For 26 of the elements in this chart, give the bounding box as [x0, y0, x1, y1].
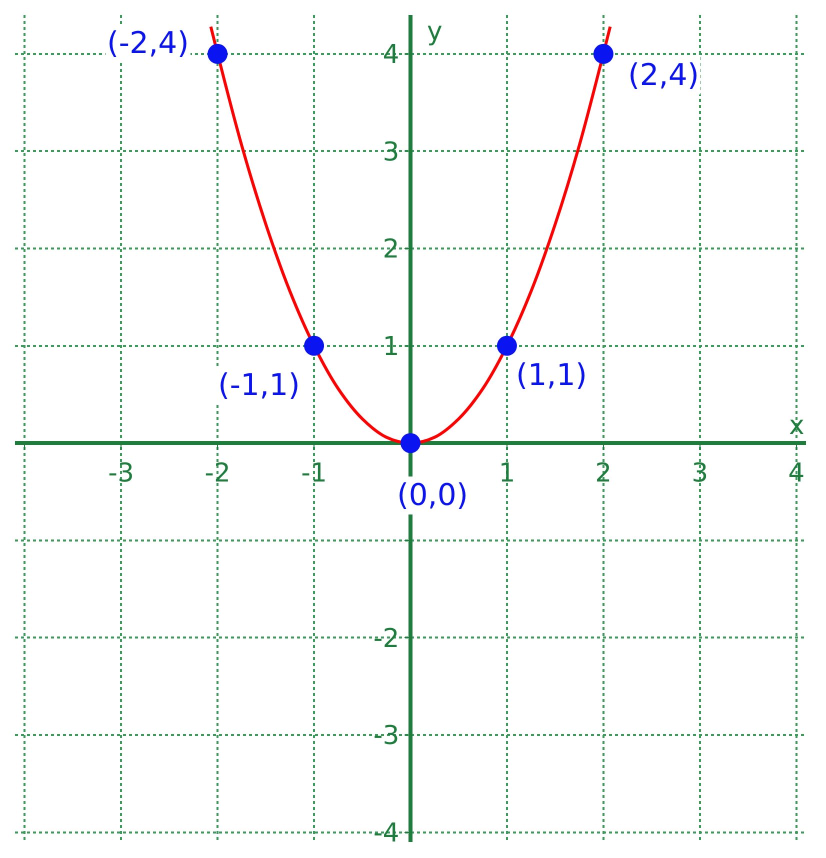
x-tick-label: -2 [204, 458, 231, 488]
y-tick-label: 1 [382, 332, 400, 362]
x-tick-label: 2 [595, 458, 612, 488]
annotation: (2,4) [628, 58, 700, 93]
annotation: (-2,4) [107, 26, 189, 61]
y-tick-label: 3 [382, 137, 400, 168]
annotation: (1,1) [516, 358, 588, 393]
point [400, 433, 420, 454]
x-tick-label: -1 [301, 458, 328, 488]
point [304, 336, 324, 356]
x-tick-label: 1 [498, 458, 516, 488]
y-axis-title: y [427, 17, 442, 47]
annotation: (0,0) [397, 478, 468, 513]
y-tick-label: -3 [373, 721, 400, 752]
point [208, 44, 228, 64]
y-tick-label: 2 [382, 234, 400, 265]
x-tick-label: 3 [692, 458, 708, 488]
y-tick-label: 4 [382, 40, 400, 70]
y-tick-label: -4 [373, 818, 400, 848]
x-axis-title: x [789, 411, 804, 441]
annotation: (-1,1) [218, 368, 300, 403]
point [496, 336, 517, 356]
point [593, 44, 614, 64]
x-tick-label: 4 [788, 458, 805, 488]
x-tick-label: -3 [108, 458, 134, 488]
y-tick-label: -2 [373, 624, 400, 654]
